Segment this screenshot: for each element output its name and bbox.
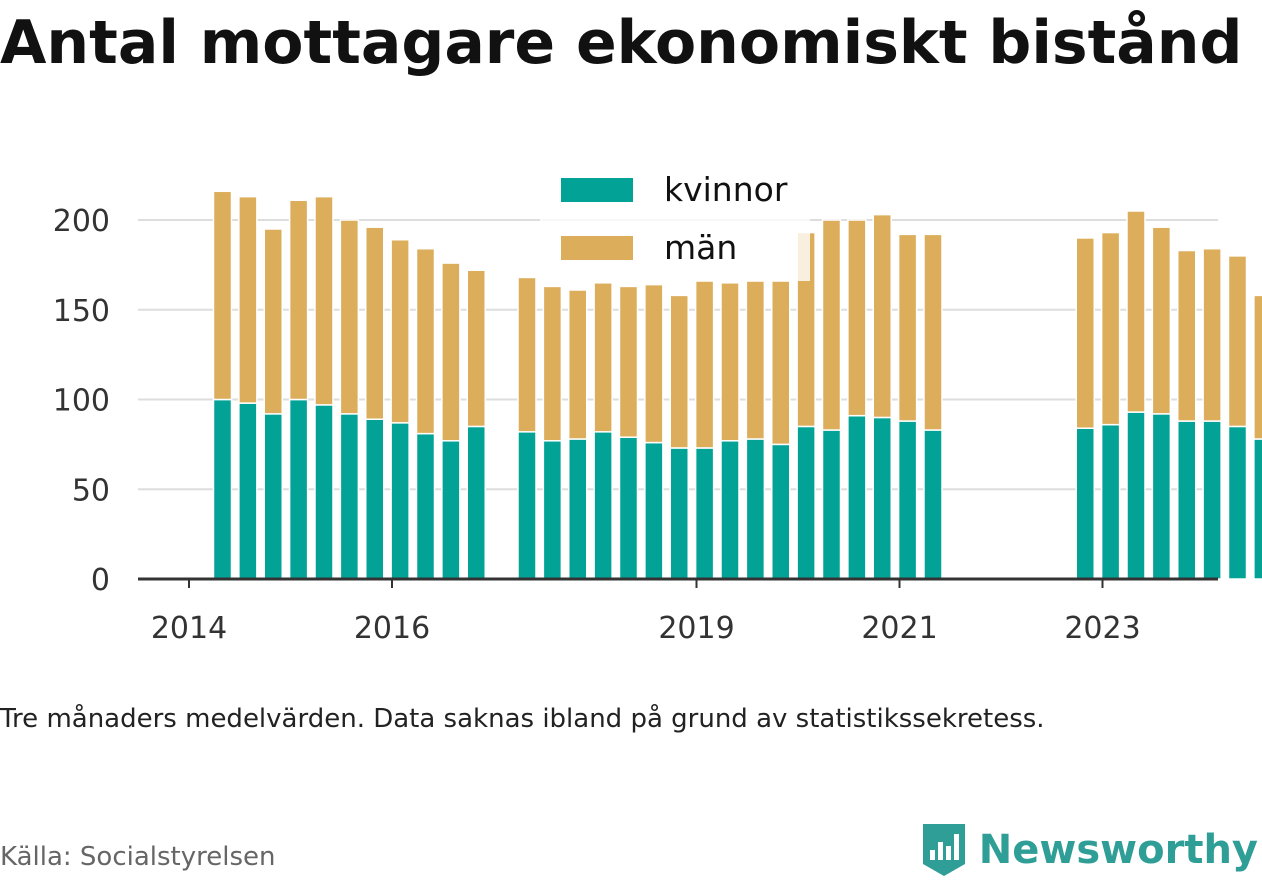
bar-kvinnor	[618, 436, 639, 580]
y-tick-label: 150	[53, 294, 110, 329]
bar-man	[770, 280, 791, 446]
bar-kvinnor	[288, 398, 309, 580]
bar-man	[618, 285, 639, 438]
bar-man	[517, 276, 537, 433]
bar-man	[314, 195, 334, 406]
bar-kvinnor	[694, 447, 715, 580]
bar-kvinnor	[644, 441, 664, 580]
bar-kvinnor	[1126, 411, 1146, 580]
x-tick-label: 2023	[1064, 611, 1140, 646]
bar-man	[593, 282, 613, 433]
bar-man	[720, 282, 740, 442]
bar-kvinnor	[1176, 420, 1197, 580]
newsworthy-logo: Newsworthy	[919, 820, 1258, 880]
bar-man	[339, 219, 360, 415]
bar-kvinnor	[314, 404, 334, 580]
bar-kvinnor	[212, 398, 233, 580]
bar-kvinnor	[847, 414, 867, 580]
bar-man	[364, 226, 385, 420]
bar-kvinnor	[339, 413, 360, 580]
bar-man	[923, 233, 943, 431]
bar-man	[897, 233, 918, 422]
bar-man	[1100, 231, 1121, 426]
newsworthy-chart-icon	[922, 824, 965, 876]
logo-text: Newsworthy	[978, 827, 1258, 873]
bar-man	[1202, 247, 1222, 422]
bar-kvinnor	[821, 429, 842, 580]
bar-kvinnor	[263, 413, 283, 580]
bar-kvinnor	[770, 443, 791, 580]
bar-kvinnor	[593, 431, 613, 580]
bar-kvinnor	[466, 425, 486, 580]
y-tick-label: 0	[91, 563, 110, 598]
bar-man	[644, 283, 664, 444]
bar-man	[542, 285, 563, 442]
bar-man	[567, 289, 588, 440]
bar-kvinnor	[897, 420, 918, 580]
bar-kvinnor	[567, 438, 588, 580]
bar-kvinnor	[441, 440, 461, 580]
legend-label: kvinnor	[664, 170, 788, 209]
bar-man	[1227, 255, 1248, 428]
bar-man	[1176, 249, 1197, 422]
y-tick-label: 50	[72, 473, 110, 508]
bar-kvinnor	[1100, 423, 1121, 580]
bar-man	[1075, 237, 1095, 429]
bar-man	[263, 228, 283, 415]
x-tick-label: 2014	[151, 611, 227, 646]
bar-kvinnor	[390, 422, 410, 580]
bar-man	[441, 262, 461, 442]
bar-man	[1253, 294, 1262, 440]
bar-kvinnor	[517, 431, 537, 580]
source-text: Källa: Socialstyrelsen	[0, 842, 276, 872]
bar-kvinnor	[238, 402, 258, 580]
bar-kvinnor	[1202, 420, 1222, 580]
x-tick-label: 2021	[861, 611, 937, 646]
legend: kvinnor män	[540, 163, 810, 281]
legend-swatch	[561, 178, 633, 202]
y-tick-label: 200	[53, 204, 110, 239]
bar-man	[212, 190, 233, 401]
bar-man	[415, 247, 436, 435]
x-tick-label: 2016	[354, 611, 430, 646]
bar-kvinnor	[1253, 438, 1262, 580]
y-tick-label: 100	[53, 384, 110, 419]
bar-man	[466, 269, 486, 428]
bar-kvinnor	[669, 447, 689, 580]
bar-kvinnor	[1227, 425, 1248, 580]
bar-kvinnor	[872, 416, 892, 580]
bar-man	[390, 238, 410, 424]
bar-kvinnor	[745, 438, 766, 580]
bar-kvinnor	[1075, 427, 1095, 580]
bar-man	[821, 219, 842, 431]
bar-man	[238, 195, 258, 404]
bar-kvinnor	[415, 432, 436, 580]
bar-kvinnor	[1151, 413, 1172, 580]
bar-man	[694, 280, 715, 449]
bar-kvinnor	[542, 440, 563, 580]
bar-man	[288, 199, 309, 401]
bar-man	[745, 280, 766, 440]
chart-note: Tre månaders medelvärden. Data saknas ib…	[0, 704, 1045, 734]
legend-label: män	[664, 228, 737, 267]
bar-man	[872, 213, 892, 419]
chart-title: Antal mottagare ekonomiskt bistånd	[0, 8, 1243, 78]
bar-man	[1151, 226, 1172, 415]
bar-kvinnor	[364, 418, 385, 580]
bar-man	[847, 219, 867, 417]
bar-man	[669, 294, 689, 449]
legend-swatch	[561, 236, 633, 260]
x-tick-label: 2019	[658, 611, 734, 646]
bar-man	[1126, 210, 1146, 413]
bar-kvinnor	[923, 429, 943, 580]
axes: 0 50 100 150 200 2014 2016 2019 2021 2023	[53, 204, 1218, 646]
bar-kvinnor	[796, 425, 816, 580]
bar-kvinnor	[720, 440, 740, 580]
